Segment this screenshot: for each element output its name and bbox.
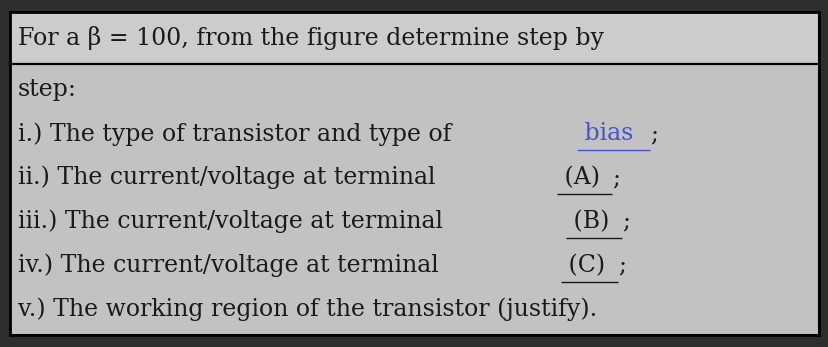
Text: iv.) The current/voltage at terminal: iv.) The current/voltage at terminal bbox=[18, 254, 438, 277]
Text: ;: ; bbox=[611, 166, 619, 189]
Text: ;: ; bbox=[649, 122, 657, 145]
Text: step:: step: bbox=[18, 78, 77, 101]
Text: (A): (A) bbox=[556, 166, 599, 189]
Text: iii.) The current/voltage at terminal: iii.) The current/voltage at terminal bbox=[18, 210, 442, 233]
Text: ;: ; bbox=[617, 254, 625, 277]
Text: ;: ; bbox=[622, 210, 629, 233]
Text: i.) The type of transistor and type of: i.) The type of transistor and type of bbox=[18, 122, 450, 145]
Bar bbox=[10, 12, 818, 64]
Text: (B): (B) bbox=[566, 210, 609, 233]
Text: For a β = 100, from the figure determine step by: For a β = 100, from the figure determine… bbox=[18, 26, 604, 50]
Text: ii.) The current/voltage at terminal: ii.) The current/voltage at terminal bbox=[18, 166, 435, 189]
Bar bbox=[10, 64, 818, 335]
Text: (C): (C) bbox=[561, 254, 604, 277]
Text: v.) The working region of the transistor (justify).: v.) The working region of the transistor… bbox=[18, 297, 596, 321]
Text: bias: bias bbox=[576, 122, 633, 145]
